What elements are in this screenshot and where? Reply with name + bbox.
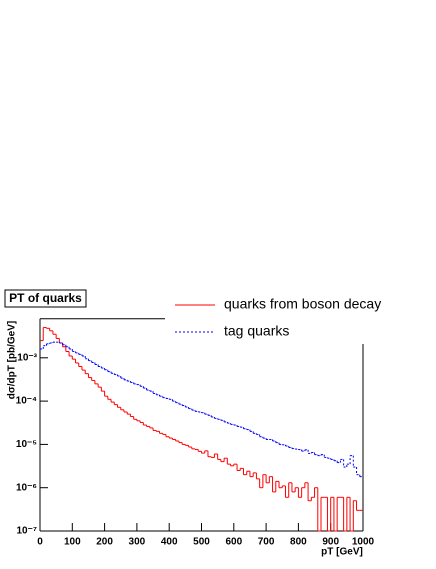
- chart-title: PT of quarks: [9, 291, 82, 305]
- y-tick-label: 10⁻⁵: [16, 439, 37, 450]
- title-box: [4, 289, 87, 308]
- y-tick-label: 10⁻⁶: [16, 482, 37, 493]
- y-tick-label: 10⁻³: [17, 352, 37, 363]
- x-tick-label: 900: [322, 537, 339, 548]
- legend-label: tag quarks: [224, 323, 289, 339]
- x-tick-label: 300: [129, 537, 146, 548]
- x-tick-label: 700: [258, 537, 275, 548]
- y-axis-label: dσ/dpT [pb/GeV]: [7, 321, 18, 400]
- x-tick-label: 0: [37, 537, 43, 548]
- y-tick-label: 10⁻⁴: [16, 396, 37, 407]
- x-tick-label: 500: [193, 537, 210, 548]
- x-tick-label: 1000: [352, 537, 375, 548]
- x-tick-label: 600: [225, 537, 242, 548]
- x-tick-label: 800: [290, 537, 307, 548]
- x-tick-label: 400: [161, 537, 178, 548]
- legend-label: quarks from boson decay: [224, 296, 381, 312]
- x-tick-label: 100: [64, 537, 81, 548]
- x-axis-label: pT [GeV]: [321, 547, 363, 558]
- legend-box: [165, 288, 425, 344]
- y-tick-label: 10⁻⁷: [16, 526, 37, 537]
- x-tick-label: 200: [96, 537, 113, 548]
